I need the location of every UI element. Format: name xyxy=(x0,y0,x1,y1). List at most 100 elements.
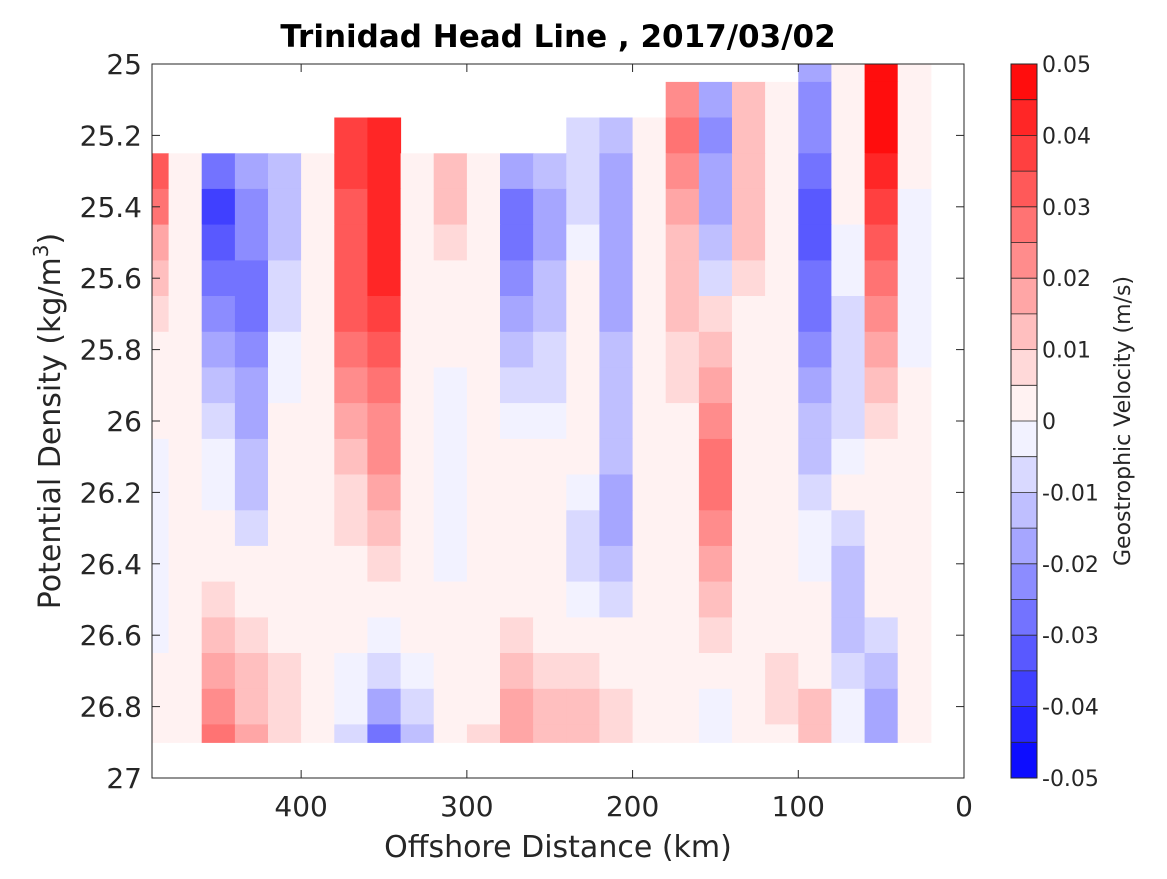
contour-cell xyxy=(433,688,468,726)
contour-cell xyxy=(665,260,700,297)
contour-cell xyxy=(268,581,302,618)
contour-cell xyxy=(334,188,368,226)
contour-cell xyxy=(533,296,567,333)
contour-cell xyxy=(301,296,335,333)
contour-cell xyxy=(500,438,534,476)
contour-cell xyxy=(732,617,766,654)
contour-cell xyxy=(334,367,368,404)
contour-cell xyxy=(765,188,799,226)
contour-cell xyxy=(201,153,236,190)
contour-cell xyxy=(433,724,468,743)
contour-cell xyxy=(268,510,302,547)
contour-cell xyxy=(400,367,435,404)
contour-cell xyxy=(599,688,634,726)
contour-cell xyxy=(698,81,733,119)
contour-cell xyxy=(864,545,899,583)
contour-cell xyxy=(864,260,899,297)
contour-cell xyxy=(201,545,236,583)
contour-cell xyxy=(367,296,402,333)
contour-cell xyxy=(500,153,534,190)
contour-cell xyxy=(864,724,899,743)
contour-cell xyxy=(533,260,567,297)
colorbar-tick-label: -0.04 xyxy=(1042,696,1099,721)
contour-cell xyxy=(168,188,203,226)
contour-cell xyxy=(466,438,501,476)
contour-cell xyxy=(599,474,634,511)
contour-cell xyxy=(301,438,335,476)
contour-cell xyxy=(500,581,534,618)
contour-cell xyxy=(301,688,335,726)
contour-cell xyxy=(433,367,468,404)
contour-cell xyxy=(466,260,501,297)
contour-cell xyxy=(152,296,170,333)
contour-cell xyxy=(152,438,170,476)
contour-cell xyxy=(665,224,700,261)
contour-field xyxy=(152,64,932,743)
contour-cell xyxy=(665,617,700,654)
colorbar-band xyxy=(1011,135,1037,172)
colorbar-band xyxy=(1011,278,1037,315)
contour-cell xyxy=(698,260,733,297)
contour-cell xyxy=(897,331,932,369)
contour-cell xyxy=(599,367,634,404)
contour-cell xyxy=(632,438,667,476)
contour-cell xyxy=(566,367,600,404)
contour-cell xyxy=(152,545,170,583)
contour-cell xyxy=(400,224,435,261)
contour-cell xyxy=(632,474,667,511)
contour-cell xyxy=(632,510,667,547)
contour-cell xyxy=(599,224,634,261)
contour-cell xyxy=(732,510,766,547)
contour-cell xyxy=(168,724,203,743)
contour-cell xyxy=(698,403,733,440)
contour-cell xyxy=(301,224,335,261)
contour-cell xyxy=(334,653,368,690)
contour-cell xyxy=(765,688,799,726)
contour-cell xyxy=(765,403,799,440)
contour-cell xyxy=(632,224,667,261)
contour-cell xyxy=(234,724,269,743)
contour-cell xyxy=(466,403,501,440)
contour-cell xyxy=(234,331,269,369)
contour-cell xyxy=(367,153,402,190)
contour-cell xyxy=(566,474,600,511)
contour-cell xyxy=(500,188,534,226)
contour-cell xyxy=(864,403,899,440)
contour-cell xyxy=(665,545,700,583)
contour-cell xyxy=(566,331,600,369)
colorbar: 0.05 0.04 0.03 0.02 0.01 0 -0.01 -0.02 -0.03 -0.0… xyxy=(1010,53,1099,792)
contour-cell xyxy=(234,474,269,511)
contour-cell xyxy=(798,438,832,476)
contour-cell xyxy=(831,331,866,369)
contour-cell xyxy=(765,296,799,333)
contour-cell xyxy=(334,724,368,743)
contour-cell xyxy=(400,260,435,297)
contour-cell xyxy=(566,688,600,726)
colorbar-band xyxy=(1011,635,1037,672)
contour-cell xyxy=(732,653,766,690)
contour-cell xyxy=(466,510,501,547)
contour-cell xyxy=(632,188,667,226)
contour-cell xyxy=(500,617,534,654)
contour-cell xyxy=(632,545,667,583)
contour-cell xyxy=(168,581,203,618)
contour-cell xyxy=(152,724,170,743)
colorbar-band xyxy=(1011,313,1037,351)
contour-cell xyxy=(268,331,302,369)
contour-cell xyxy=(533,438,567,476)
contour-cell xyxy=(301,653,335,690)
contour-cell xyxy=(367,260,402,297)
contour-cell xyxy=(466,367,501,404)
colorbar-band xyxy=(1011,456,1037,493)
contour-cell xyxy=(831,617,866,654)
contour-cell xyxy=(632,117,667,154)
contour-cell xyxy=(566,438,600,476)
contour-cell xyxy=(234,438,269,476)
contour-cell xyxy=(367,688,402,726)
contour-cell xyxy=(500,367,534,404)
contour-cell xyxy=(234,581,269,618)
colorbar-band xyxy=(1011,171,1037,208)
contour-cell xyxy=(765,510,799,547)
contour-cell xyxy=(234,617,269,654)
contour-cell xyxy=(168,653,203,690)
